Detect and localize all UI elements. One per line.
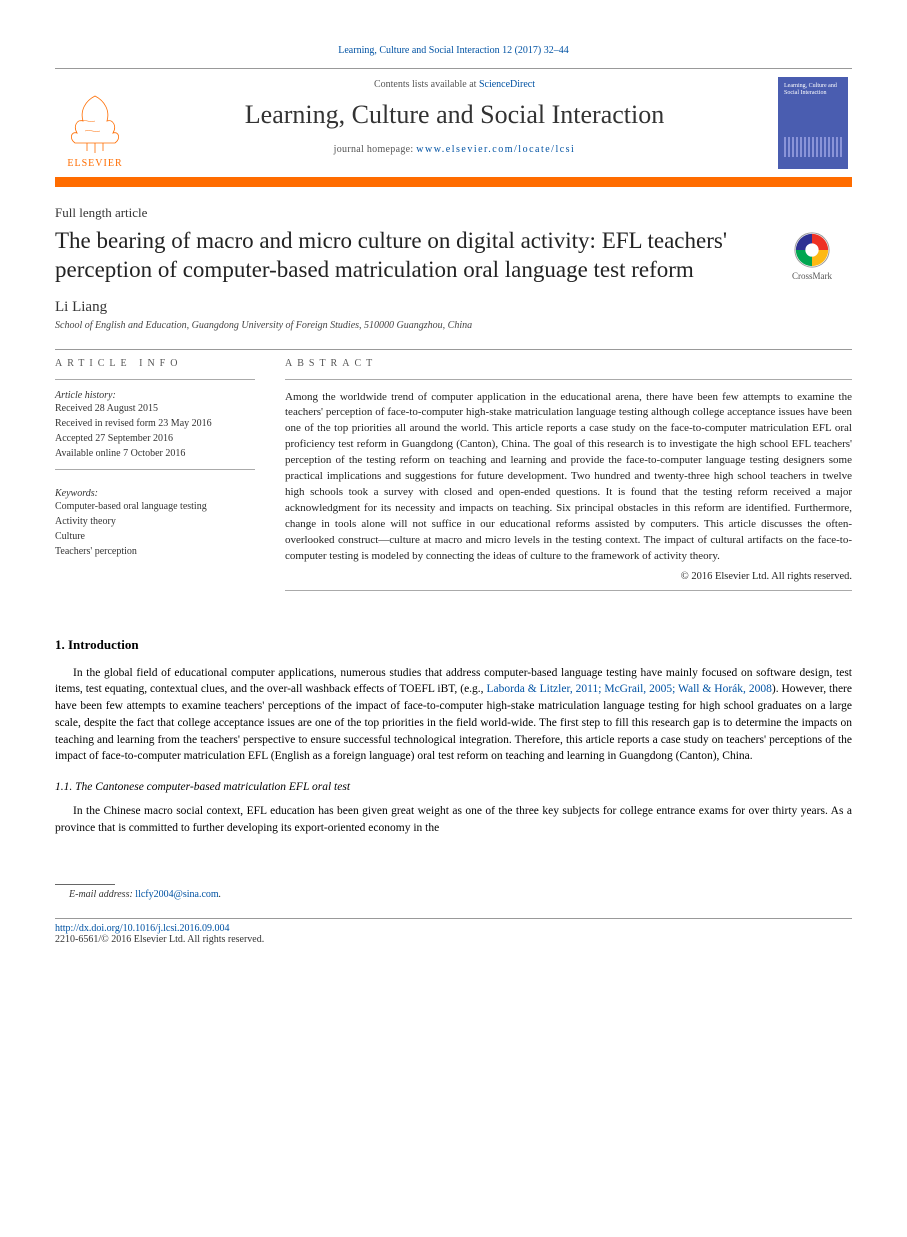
history-accepted: Accepted 27 September 2016	[55, 431, 255, 446]
keyword-item: Culture	[55, 529, 255, 544]
info-abstract-row: ARTICLE INFO Article history: Received 2…	[55, 358, 852, 601]
sciencedirect-link[interactable]: ScienceDirect	[479, 79, 535, 90]
author-email-link[interactable]: llcfy2004@sina.com	[135, 889, 218, 900]
history-revised: Received in revised form 23 May 2016	[55, 416, 255, 431]
journal-cover-thumbnail[interactable]: Learning, Culture and Social Interaction	[778, 77, 848, 169]
article-info-column: ARTICLE INFO Article history: Received 2…	[55, 358, 255, 601]
journal-header: ELSEVIER Contents lists available at Sci…	[55, 68, 852, 177]
email-prefix: E-mail address:	[69, 889, 135, 900]
subsection-1-1-paragraph: In the Chinese macro social context, EFL…	[55, 803, 852, 836]
abstract-bottom-divider	[285, 590, 852, 591]
abstract-divider	[285, 379, 852, 380]
crossmark-label: CrossMark	[792, 271, 832, 281]
abstract-label: ABSTRACT	[285, 358, 852, 369]
crossmark-icon	[793, 231, 831, 269]
intro-paragraph-1: In the global field of educational compu…	[55, 665, 852, 765]
publisher-logo[interactable]: ELSEVIER	[55, 69, 135, 177]
issn-copyright-line: 2210-6561/© 2016 Elsevier Ltd. All right…	[55, 934, 852, 945]
title-row: The bearing of macro and micro culture o…	[55, 227, 852, 285]
header-center: Contents lists available at ScienceDirec…	[135, 69, 774, 177]
abstract-text: Among the worldwide trend of computer ap…	[285, 390, 852, 565]
abstract-copyright: © 2016 Elsevier Ltd. All rights reserved…	[285, 571, 852, 582]
footnote-divider	[55, 884, 115, 885]
doi-link[interactable]: http://dx.doi.org/10.1016/j.lcsi.2016.09…	[55, 923, 852, 934]
page-footer: E-mail address: llcfy2004@sina.com. http…	[55, 884, 852, 945]
article-type: Full length article	[55, 205, 852, 221]
homepage-url[interactable]: www.elsevier.com/locate/lcsi	[416, 144, 575, 155]
cover-title: Learning, Culture and Social Interaction	[784, 83, 842, 97]
history-received: Received 28 August 2015	[55, 401, 255, 416]
homepage-prefix: journal homepage:	[334, 144, 417, 155]
keywords-label: Keywords:	[55, 488, 255, 499]
abstract-column: ABSTRACT Among the worldwide trend of co…	[285, 358, 852, 601]
cover-decoration	[784, 137, 842, 157]
subsection-heading-1-1: 1.1. The Cantonese computer-based matric…	[55, 781, 852, 793]
email-suffix: .	[219, 889, 222, 900]
article-info-label: ARTICLE INFO	[55, 358, 255, 369]
body-section: 1. Introduction In the global field of e…	[55, 637, 852, 836]
correspondence-email-line: E-mail address: llcfy2004@sina.com.	[55, 889, 852, 900]
keyword-item: Teachers' perception	[55, 544, 255, 559]
section-divider	[55, 349, 852, 350]
contents-prefix: Contents lists available at	[374, 79, 479, 90]
history-online: Available online 7 October 2016	[55, 446, 255, 461]
keyword-item: Activity theory	[55, 514, 255, 529]
crossmark-badge[interactable]: CrossMark	[772, 227, 852, 281]
article-page: Learning, Culture and Social Interaction…	[0, 0, 907, 990]
contents-lists-line: Contents lists available at ScienceDirec…	[135, 79, 774, 90]
section-heading-introduction: 1. Introduction	[55, 637, 852, 653]
citation-header: Learning, Culture and Social Interaction…	[55, 45, 852, 56]
article-history-label: Article history:	[55, 390, 255, 401]
author-name: Li Liang	[55, 299, 852, 316]
article-title: The bearing of macro and micro culture o…	[55, 227, 752, 285]
info-divider	[55, 379, 255, 380]
journal-title: Learning, Culture and Social Interaction	[135, 100, 774, 130]
journal-homepage-line: journal homepage: www.elsevier.com/locat…	[135, 144, 774, 155]
keyword-item: Computer-based oral language testing	[55, 499, 255, 514]
accent-bar	[55, 177, 852, 187]
elsevier-tree-icon	[65, 91, 125, 156]
author-affiliation: School of English and Education, Guangdo…	[55, 320, 852, 331]
publisher-name: ELSEVIER	[67, 158, 122, 169]
doi-block: http://dx.doi.org/10.1016/j.lcsi.2016.09…	[55, 918, 852, 945]
info-divider-2	[55, 469, 255, 470]
citation-link[interactable]: Laborda & Litzler, 2011; McGrail, 2005; …	[487, 683, 772, 695]
